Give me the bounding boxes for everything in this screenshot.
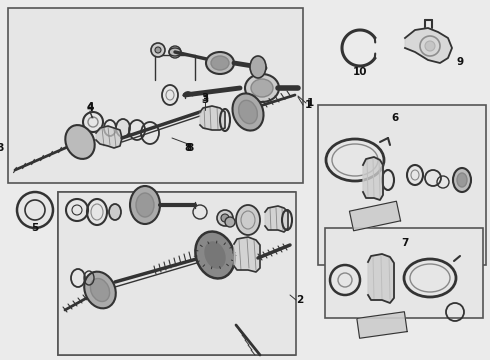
Ellipse shape bbox=[211, 56, 229, 70]
Circle shape bbox=[425, 41, 435, 51]
Ellipse shape bbox=[232, 94, 264, 131]
Text: 2: 2 bbox=[296, 295, 304, 305]
Circle shape bbox=[17, 192, 53, 228]
Polygon shape bbox=[357, 312, 407, 338]
Bar bbox=[325, 228, 483, 318]
Ellipse shape bbox=[196, 231, 235, 279]
Circle shape bbox=[66, 199, 88, 221]
Text: 4: 4 bbox=[86, 103, 94, 113]
Bar bbox=[8, 8, 303, 183]
Ellipse shape bbox=[130, 186, 160, 224]
Ellipse shape bbox=[245, 74, 279, 102]
Text: 9: 9 bbox=[457, 57, 464, 67]
Circle shape bbox=[169, 46, 181, 58]
Text: 10: 10 bbox=[353, 67, 367, 77]
Circle shape bbox=[221, 214, 229, 222]
Text: 8: 8 bbox=[0, 143, 3, 153]
Polygon shape bbox=[368, 254, 394, 303]
Ellipse shape bbox=[239, 100, 257, 124]
Text: 5: 5 bbox=[31, 223, 39, 233]
Ellipse shape bbox=[251, 79, 273, 97]
Text: 8: 8 bbox=[186, 143, 194, 153]
Ellipse shape bbox=[457, 173, 467, 187]
Circle shape bbox=[83, 112, 103, 132]
Ellipse shape bbox=[453, 168, 471, 192]
Text: 6: 6 bbox=[392, 113, 399, 123]
Ellipse shape bbox=[109, 204, 121, 220]
Circle shape bbox=[151, 43, 165, 57]
Text: 4: 4 bbox=[86, 102, 94, 112]
Polygon shape bbox=[200, 106, 225, 130]
Ellipse shape bbox=[206, 52, 234, 74]
Circle shape bbox=[420, 36, 440, 56]
Ellipse shape bbox=[136, 193, 154, 217]
Polygon shape bbox=[234, 237, 260, 272]
Polygon shape bbox=[349, 201, 400, 231]
Circle shape bbox=[72, 205, 82, 215]
Polygon shape bbox=[405, 28, 452, 63]
Ellipse shape bbox=[236, 205, 260, 235]
Ellipse shape bbox=[84, 272, 116, 309]
Text: 1: 1 bbox=[306, 98, 314, 108]
Ellipse shape bbox=[65, 125, 95, 159]
Bar bbox=[318, 105, 486, 265]
Text: 3: 3 bbox=[201, 95, 209, 105]
Polygon shape bbox=[265, 206, 288, 232]
Circle shape bbox=[25, 200, 45, 220]
Text: 3: 3 bbox=[201, 93, 209, 103]
Ellipse shape bbox=[203, 240, 226, 270]
Circle shape bbox=[155, 47, 161, 53]
Text: 1: 1 bbox=[304, 100, 312, 110]
Circle shape bbox=[88, 117, 98, 127]
Ellipse shape bbox=[116, 119, 130, 137]
Bar bbox=[58, 192, 296, 355]
Circle shape bbox=[217, 210, 233, 226]
Ellipse shape bbox=[250, 56, 266, 78]
Polygon shape bbox=[58, 192, 295, 355]
Text: 7: 7 bbox=[401, 238, 409, 248]
Polygon shape bbox=[96, 126, 122, 148]
Ellipse shape bbox=[410, 264, 450, 292]
Ellipse shape bbox=[90, 279, 110, 302]
Polygon shape bbox=[363, 157, 383, 200]
Circle shape bbox=[225, 217, 235, 227]
Text: 8: 8 bbox=[184, 143, 192, 153]
Ellipse shape bbox=[332, 144, 378, 176]
